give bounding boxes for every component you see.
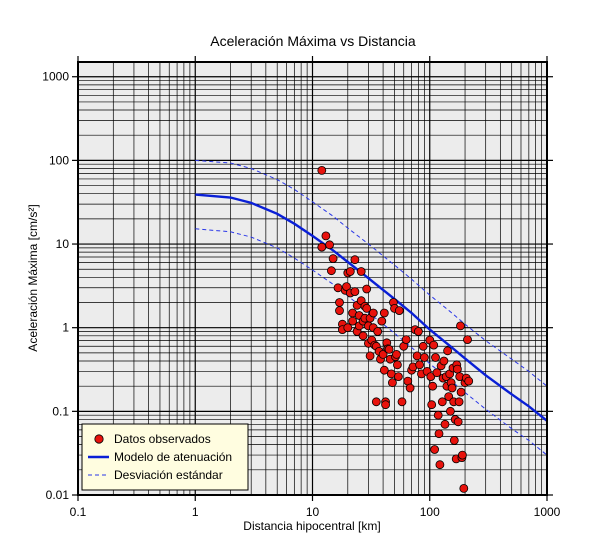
data-point: [335, 306, 344, 316]
data-point: [381, 400, 391, 410]
data-point: [379, 308, 389, 318]
data-point: [362, 284, 372, 294]
data-point: [445, 406, 455, 416]
data-point: [452, 364, 462, 374]
data-point: [437, 397, 447, 407]
data-point: [328, 254, 338, 264]
data-point: [377, 316, 387, 326]
data-point: [415, 360, 425, 370]
x-tick-label: 0.1: [70, 505, 87, 519]
data-point: [345, 267, 355, 276]
legend-deviation-label: Desviación estándar: [114, 468, 223, 482]
data-point: [365, 351, 375, 361]
data-point: [384, 344, 394, 354]
data-point: [459, 483, 469, 493]
data-point: [350, 287, 360, 297]
data-point: [405, 383, 415, 393]
data-point: [443, 346, 453, 356]
data-point: [393, 372, 403, 382]
y-axis-title: Aceleración Máxima [cm/s²]: [26, 204, 40, 351]
x-tick-label: 1: [192, 505, 199, 519]
x-tick-label: 10: [306, 505, 320, 519]
y-tick-label: 100: [49, 153, 69, 167]
data-point: [440, 419, 450, 429]
data-point: [456, 321, 465, 331]
observed-points: [317, 165, 474, 493]
data-point: [392, 360, 402, 370]
y-tick-label: 1000: [42, 70, 69, 84]
data-point: [456, 387, 466, 397]
data-point: [419, 353, 429, 362]
data-point: [379, 365, 389, 375]
data-point: [342, 282, 351, 292]
data-point: [373, 327, 383, 336]
data-point: [343, 323, 353, 333]
data-point: [433, 410, 443, 420]
data-point: [317, 165, 327, 175]
data-point: [333, 283, 343, 293]
data-point: [317, 242, 327, 252]
data-point: [356, 267, 366, 276]
data-point: [401, 335, 411, 345]
data-point: [429, 340, 439, 350]
data-point: [435, 460, 445, 470]
data-point: [418, 341, 428, 351]
y-tick-label: 0.01: [46, 488, 70, 502]
data-point: [362, 303, 372, 313]
data-point: [453, 417, 463, 427]
legend-box: [81, 423, 249, 491]
legend-model-label: Modelo de atenuación: [114, 450, 232, 464]
data-point: [457, 450, 467, 460]
y-tick-label: 1: [62, 321, 69, 335]
data-point: [397, 397, 407, 407]
legend: Datos observados Modelo de atenuación Desv…: [81, 423, 249, 491]
data-point: [432, 368, 442, 378]
y-tick-label: 10: [56, 237, 70, 251]
data-point: [447, 383, 457, 393]
x-tick-label: 100: [420, 505, 440, 519]
data-point: [449, 435, 459, 445]
plot-frame: [77, 61, 548, 496]
data-point: [439, 356, 449, 366]
data-point: [325, 240, 335, 250]
data-point: [348, 316, 358, 326]
data-point: [321, 231, 331, 241]
data-point: [454, 397, 464, 407]
legend-observed-label: Datos observados: [114, 432, 211, 446]
data-point: [431, 353, 440, 362]
data-point: [394, 306, 404, 316]
data-point: [392, 349, 401, 359]
deviation-upper-line: [195, 159, 548, 387]
data-point: [463, 335, 472, 345]
data-point: [412, 351, 422, 361]
attenuation-model-line: [195, 193, 548, 422]
data-point: [430, 445, 440, 454]
x-axis-title: Distancia hipocentral [km]: [243, 519, 380, 533]
data-point: [358, 331, 368, 341]
data-point: [387, 378, 397, 388]
y-tick-label: 0.1: [52, 404, 69, 418]
legend-observed-marker: [94, 434, 104, 444]
data-point: [428, 381, 438, 391]
grid-lines: [78, 62, 547, 495]
chart-title: Aceleración Máxima vs Distancia: [210, 33, 416, 49]
data-point: [326, 266, 336, 276]
data-point: [426, 372, 436, 382]
data-point: [434, 429, 444, 439]
data-point: [350, 255, 360, 265]
x-tick-label: 1000: [534, 505, 561, 519]
data-point: [464, 376, 474, 386]
data-point: [335, 298, 344, 307]
data-point: [368, 308, 378, 318]
data-point: [378, 349, 388, 359]
data-point: [413, 327, 423, 336]
plot-area: Datos observados Modelo de atenuación Desv…: [42, 56, 561, 519]
data-point: [427, 400, 437, 410]
data-point: [371, 397, 381, 407]
